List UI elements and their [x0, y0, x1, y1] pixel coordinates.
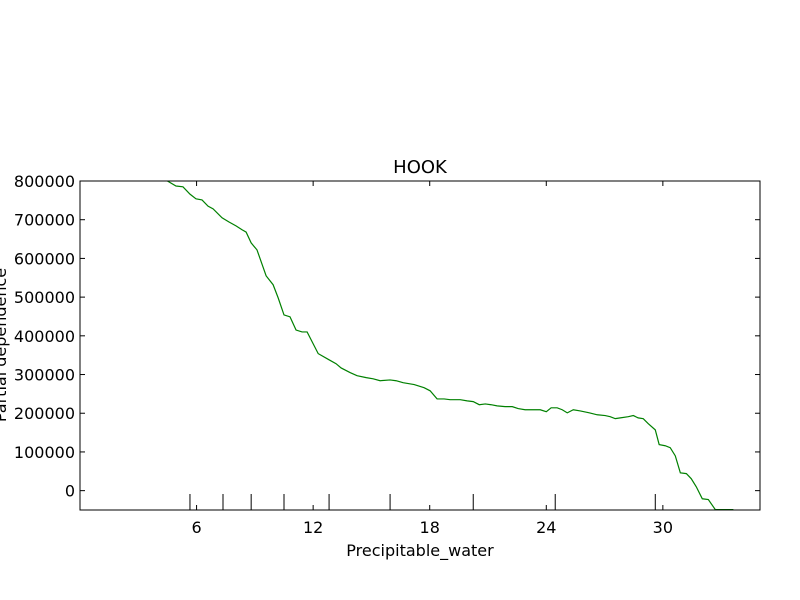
chart-title: HOOK [393, 157, 448, 178]
y-tick-label: 100000 [14, 443, 75, 462]
x-tick-label: 6 [191, 518, 201, 537]
axes-frame [79, 180, 761, 511]
plot-area: 6 12 18 24 30 0 100000 200000 300000 400000 500000… [14, 172, 760, 537]
x-tick-label: 18 [420, 518, 440, 537]
y-tick-label: 600000 [14, 249, 75, 268]
x-tick-label: 12 [303, 518, 323, 537]
y-tick-label: 500000 [14, 288, 75, 307]
x-tick-label: 24 [536, 518, 556, 537]
y-tick-label: 800000 [14, 172, 75, 191]
y-tick-label: 200000 [14, 404, 75, 423]
x-axis-label: Precipitable_water [346, 541, 494, 561]
y-tick-label: 300000 [14, 366, 75, 385]
x-tick-label: 30 [653, 518, 673, 537]
y-tick-label: 400000 [14, 327, 75, 346]
y-axis-label: Partial dependence [0, 268, 10, 422]
y-tick-label: 700000 [14, 211, 75, 230]
data-line [167, 181, 734, 510]
y-tick-label: 0 [65, 482, 75, 501]
